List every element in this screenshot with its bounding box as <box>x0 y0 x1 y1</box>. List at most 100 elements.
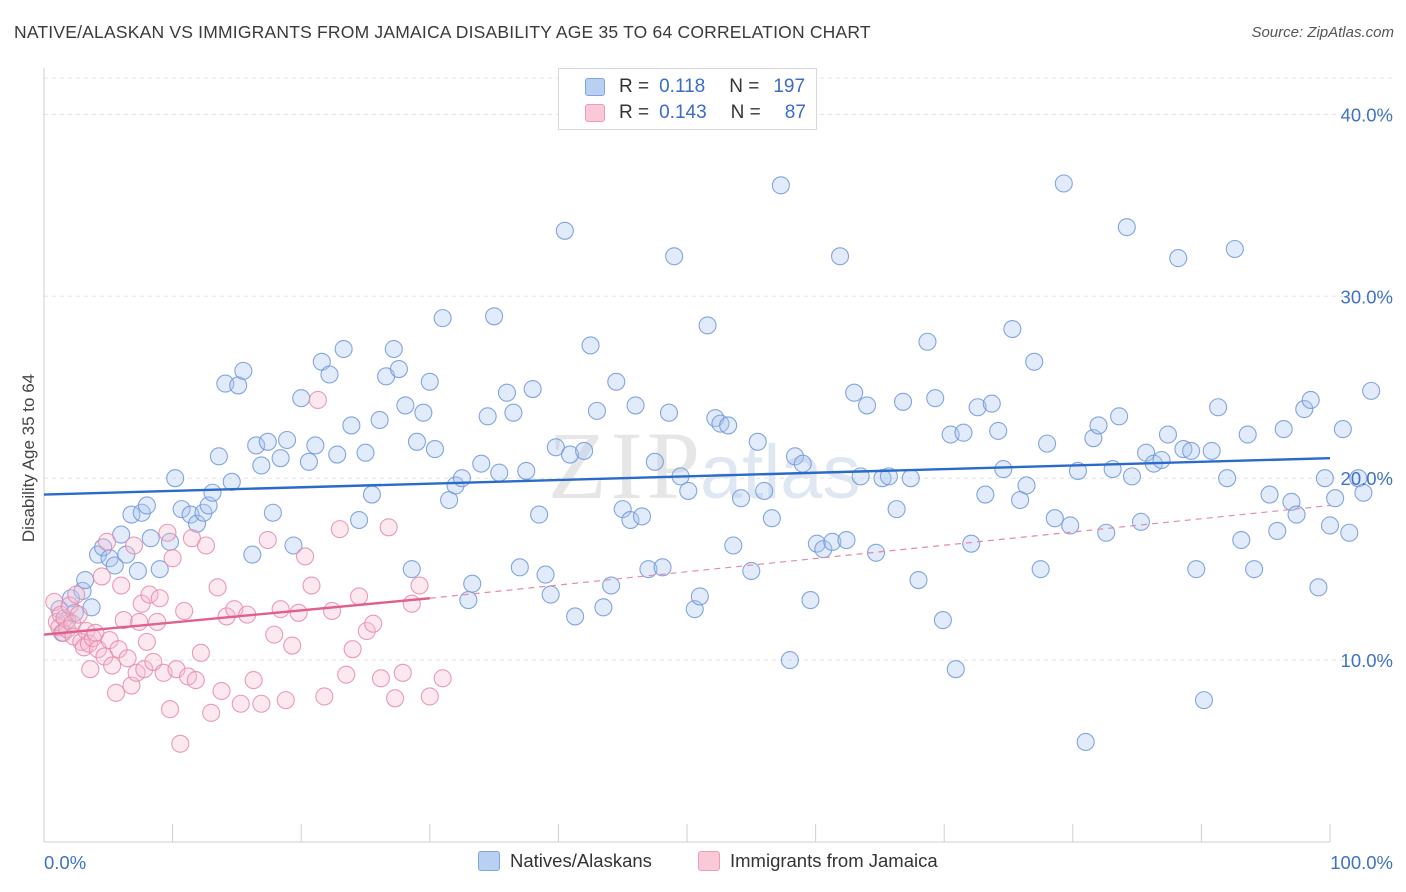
r-value: 0.118 <box>659 76 706 97</box>
data-point <box>306 436 325 455</box>
data-point <box>830 247 850 266</box>
axis-labels: 10.0% 20.0% 30.0% 40.0% 0.0% 100.0% Disability… <box>19 104 1393 873</box>
data-point <box>271 600 290 619</box>
data-point <box>158 523 177 542</box>
data-point <box>968 398 987 417</box>
data-point <box>1122 467 1142 486</box>
data-point <box>1333 420 1352 439</box>
data-point <box>510 558 529 577</box>
data-point <box>1232 530 1251 550</box>
data-point <box>982 394 1001 413</box>
data-point <box>909 571 928 590</box>
data-point <box>172 500 191 519</box>
data-point <box>92 567 111 586</box>
data-point <box>1309 578 1328 597</box>
data-point <box>724 536 743 555</box>
data-point <box>308 390 327 410</box>
legend-item-jamaica[interactable]: Immigrants from Jamaica <box>698 850 938 872</box>
data-point <box>112 576 131 595</box>
data-point <box>343 640 362 659</box>
data-point <box>719 416 738 435</box>
data-point <box>166 469 185 488</box>
data-point <box>1260 485 1279 504</box>
data-point <box>141 529 160 548</box>
data-point <box>140 585 159 604</box>
data-point <box>1003 319 1022 339</box>
data-point <box>665 247 684 266</box>
data-point <box>243 545 262 564</box>
data-point <box>263 503 282 522</box>
r-value: 0.143 <box>659 102 707 123</box>
data-point <box>402 560 421 579</box>
data-point <box>639 560 658 579</box>
data-point <box>208 578 227 597</box>
data-point <box>212 681 231 701</box>
data-point <box>167 660 186 679</box>
data-point <box>933 611 952 630</box>
data-point <box>229 376 248 395</box>
data-point <box>1362 381 1381 400</box>
data-point <box>433 309 452 328</box>
legend-label-natives: Natives/Alaskans <box>510 850 652 871</box>
y-tick-label: 30.0% <box>1341 286 1393 307</box>
data-point <box>175 601 194 621</box>
data-point <box>265 625 284 644</box>
data-point <box>402 594 421 613</box>
data-point <box>337 665 356 684</box>
data-point <box>1131 512 1151 531</box>
n-label: N = <box>729 76 760 97</box>
r-label: R = <box>619 102 650 123</box>
legend-swatch-natives <box>478 851 500 871</box>
data-point <box>320 365 339 384</box>
stats-legend: R = 0.118 N = 197 R = 0.143 N = 87 <box>558 68 817 130</box>
data-point <box>135 660 154 679</box>
data-point <box>1045 509 1064 528</box>
data-point <box>1061 516 1080 535</box>
data-point <box>989 421 1008 440</box>
data-point <box>645 452 664 471</box>
data-point <box>1218 469 1237 488</box>
data-point <box>490 463 509 482</box>
data-point <box>575 441 594 460</box>
data-point <box>356 443 375 462</box>
data-point <box>463 574 482 593</box>
data-point <box>130 612 149 631</box>
data-point <box>182 529 201 548</box>
data-point <box>234 361 253 380</box>
data-point <box>1031 560 1050 579</box>
data-point <box>485 307 504 326</box>
legend-item-natives[interactable]: Natives/Alaskans <box>478 850 652 872</box>
data-point <box>247 436 266 455</box>
data-point <box>1209 398 1228 417</box>
data-point <box>1152 450 1171 470</box>
data-point <box>546 438 565 457</box>
data-point <box>1326 489 1345 508</box>
n-label: N = <box>730 102 761 123</box>
data-point <box>607 372 626 391</box>
data-point <box>748 432 767 451</box>
stats-row-jamaica: R = 0.143 N = 87 <box>585 101 806 125</box>
data-point <box>954 423 973 442</box>
trend-line-natives <box>43 456 1331 496</box>
data-point <box>425 440 444 459</box>
data-point <box>370 410 389 430</box>
data-point <box>742 561 761 581</box>
data-point <box>1301 390 1320 410</box>
data-point <box>1238 425 1257 444</box>
trend-line-jamaica <box>43 597 430 636</box>
data-point <box>780 651 799 670</box>
data-point <box>276 691 295 710</box>
data-point <box>845 383 864 402</box>
data-point <box>1315 469 1334 488</box>
data-point <box>117 545 136 564</box>
data-point <box>837 530 856 550</box>
data-point <box>587 401 607 420</box>
data-point <box>1025 352 1044 371</box>
trend-lines <box>43 456 1331 636</box>
data-point <box>1169 249 1188 268</box>
y-tick-label: 40.0% <box>1341 104 1393 125</box>
data-point <box>711 414 730 433</box>
data-point <box>504 403 523 422</box>
n-value: 87 <box>784 102 806 123</box>
data-point <box>202 703 221 722</box>
